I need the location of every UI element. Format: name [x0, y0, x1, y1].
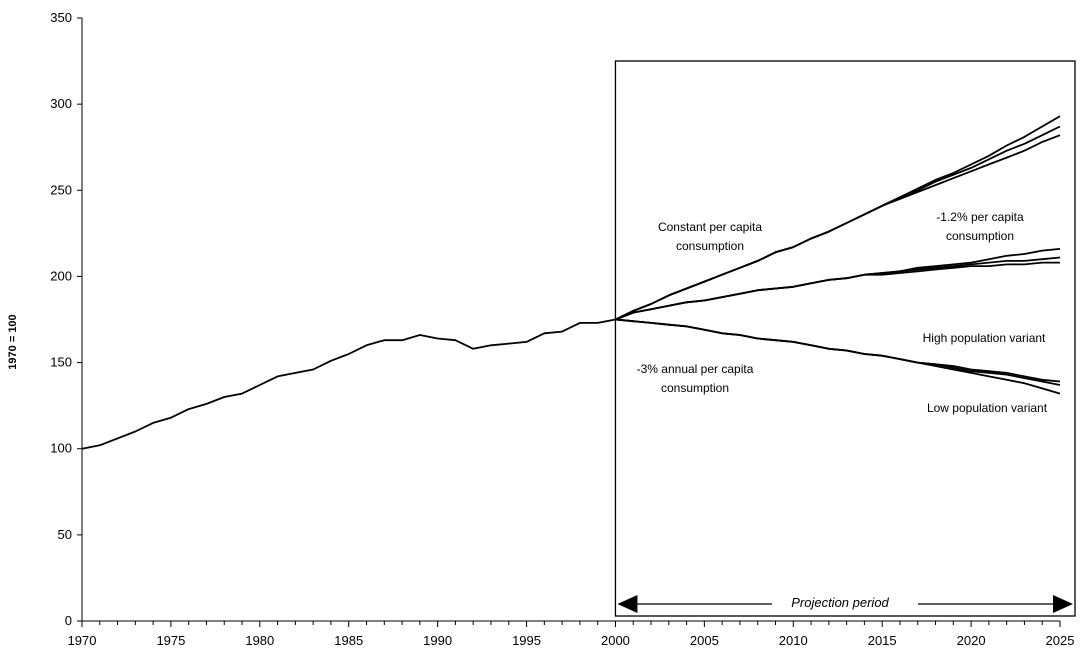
x-tick-label: 2010 [779, 633, 808, 648]
annotation-minus12-line2: consumption [946, 229, 1014, 243]
y-tick-label: 50 [58, 527, 72, 542]
y-tick-label: 350 [50, 10, 72, 25]
x-tick-label: 1980 [245, 633, 274, 648]
annotation-constant-line2: consumption [676, 239, 744, 253]
annotation-constant-line1: Constant per capita [658, 220, 762, 234]
y-tick-label: 250 [50, 182, 72, 197]
y-axis-label: 1970 = 100 [7, 314, 19, 369]
annotation-minus3-line1: -3% annual per capita [637, 362, 754, 376]
projection-series-line-6 [615, 261, 1060, 321]
y-tick-label: 200 [50, 268, 72, 283]
x-tick-label: 2005 [690, 633, 719, 648]
axes [77, 17, 1061, 627]
x-tick-label: 2000 [601, 633, 630, 648]
x-tick-label: 1990 [423, 633, 452, 648]
x-tick-label: 1975 [156, 633, 185, 648]
arrow-head-left [617, 595, 638, 613]
y-tick-label: 100 [50, 441, 72, 456]
annotation-minus3-line2: consumption [661, 381, 729, 395]
y-tick-label: 150 [50, 355, 72, 370]
x-tick-label: 2015 [868, 633, 897, 648]
projection-series-line-3 [615, 134, 1061, 321]
x-tick-label: 1970 [68, 633, 97, 648]
x-tick-label: 2020 [957, 633, 986, 648]
x-tick-label: 1995 [512, 633, 541, 648]
y-tick-label: 300 [50, 96, 72, 111]
projection-series-line-4 [615, 256, 1061, 321]
projection-series-line-5 [615, 248, 1061, 321]
projection-box [614, 60, 1076, 617]
annotation-high-population: High population variant [923, 331, 1046, 345]
historical-series-line [81, 318, 616, 450]
tick-labels: 0 50 100 150 200 250 300 350 1970 1975 1980 1985 199… [50, 10, 1074, 648]
x-tick-label: 1985 [334, 633, 363, 648]
annotation-low-population: Low population variant [927, 401, 1048, 415]
series-lines [81, 115, 1061, 450]
projection-series-line-9 [615, 318, 1061, 395]
x-tick-label: 2025 [1046, 633, 1075, 648]
projection-period-arrow [617, 595, 1073, 613]
arrow-head-right [1053, 595, 1073, 613]
projection-period-label: Projection period [791, 595, 889, 610]
annotation-minus12-line1: -1.2% per capita [936, 210, 1024, 224]
y-tick-label: 0 [65, 613, 72, 628]
